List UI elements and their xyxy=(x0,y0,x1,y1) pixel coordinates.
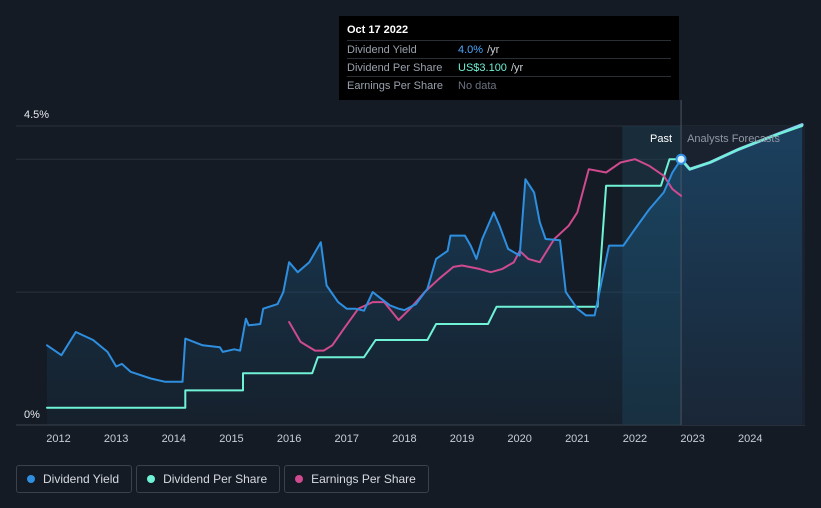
tooltip-date: Oct 17 2022 xyxy=(347,24,409,36)
legend-label: Dividend Yield xyxy=(43,472,120,486)
x-tick-label: 2021 xyxy=(565,433,589,445)
tooltip-value: US$3.100 xyxy=(458,61,507,74)
legend-label: Dividend Per Share xyxy=(163,472,268,486)
x-tick-label: 2012 xyxy=(46,433,70,445)
legend-dividend-per-share[interactable]: Dividend Per Share xyxy=(136,465,281,493)
past-label: Past xyxy=(650,133,672,145)
x-tick-label: 2019 xyxy=(450,433,474,445)
tooltip-unit: /yr xyxy=(487,43,500,56)
dividend-per-share-forecast-line xyxy=(680,125,804,171)
x-tick-label: 2020 xyxy=(507,433,531,445)
legend-dot-icon xyxy=(295,475,304,483)
legend-dividend-yield[interactable]: Dividend Yield xyxy=(16,465,133,493)
x-tick-label: 2013 xyxy=(104,433,128,445)
x-tick-label: 2016 xyxy=(277,433,301,445)
y-tick-label-bottom: 0% xyxy=(24,409,40,421)
x-tick-label: 2023 xyxy=(680,433,704,445)
tooltip-label: Earnings Per Share xyxy=(347,79,443,92)
x-tick-label: 2014 xyxy=(162,433,186,445)
tooltip-unit: /yr xyxy=(510,61,524,74)
y-tick-label-top: 4.5% xyxy=(24,109,49,121)
x-tick-label: 2024 xyxy=(738,433,762,445)
earnings-per-share-line xyxy=(288,158,683,352)
legend-label: Earnings Per Share xyxy=(311,472,416,486)
legend-earnings-per-share[interactable]: Earnings Per Share xyxy=(284,465,429,493)
dividend-per-share-line xyxy=(46,158,683,409)
tooltip-row-dividend-per-share: Dividend Per Share US$3.100 /yr xyxy=(347,58,671,76)
x-tick-label: 2017 xyxy=(334,433,358,445)
legend-dot-icon xyxy=(147,475,156,483)
x-tick-label: 2022 xyxy=(623,433,647,445)
tooltip-value: 4.0% xyxy=(458,43,484,56)
tooltip-row-earnings-per-share: Earnings Per Share No data xyxy=(347,76,671,94)
hover-marker xyxy=(675,153,687,165)
tooltip-label: Dividend Per Share xyxy=(347,61,443,74)
dividend-yield-line xyxy=(46,158,683,383)
x-tick-label: 2018 xyxy=(392,433,416,445)
tooltip-row-dividend-yield: Dividend Yield 4.0% /yr xyxy=(347,40,671,58)
legend: Dividend Yield Dividend Per Share Earnin… xyxy=(16,465,429,493)
x-tick-label: 2015 xyxy=(219,433,243,445)
tooltip-label: Dividend Yield xyxy=(347,43,417,56)
analysts-forecasts-label: Analysts Forecasts xyxy=(687,133,780,145)
tooltip-value: No data xyxy=(458,79,497,92)
legend-dot-icon xyxy=(27,475,35,483)
tooltip: Oct 17 2022 Dividend Yield 4.0% /yr Divi… xyxy=(339,16,679,100)
